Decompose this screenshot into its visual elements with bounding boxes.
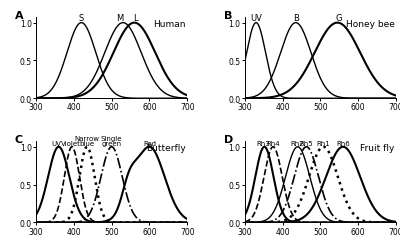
Text: Rh5: Rh5 xyxy=(300,140,313,146)
Text: Rh4: Rh4 xyxy=(266,140,280,146)
Text: A: A xyxy=(15,11,24,21)
Text: S: S xyxy=(79,14,84,23)
Text: Rh2: Rh2 xyxy=(291,140,304,146)
Text: Human: Human xyxy=(153,20,186,29)
Text: M: M xyxy=(116,14,124,23)
Text: Narrow
blue: Narrow blue xyxy=(74,135,100,146)
Text: Single
green: Single green xyxy=(101,135,122,146)
Text: Rh3: Rh3 xyxy=(256,140,270,146)
Text: Violet: Violet xyxy=(61,140,81,146)
Text: Butterfly: Butterfly xyxy=(146,144,186,152)
Text: Fruit fly: Fruit fly xyxy=(360,144,394,152)
Text: B: B xyxy=(224,11,232,21)
Text: Honey bee: Honey bee xyxy=(346,20,394,29)
Text: Rh6: Rh6 xyxy=(336,140,350,146)
Text: Red: Red xyxy=(143,140,156,146)
Text: UV: UV xyxy=(250,14,262,23)
Text: C: C xyxy=(15,135,23,144)
Text: B: B xyxy=(293,14,299,23)
Text: UV: UV xyxy=(52,140,62,146)
Text: Rh1: Rh1 xyxy=(316,140,330,146)
Text: L: L xyxy=(133,14,137,23)
Text: D: D xyxy=(224,135,233,144)
Text: G: G xyxy=(335,14,342,23)
